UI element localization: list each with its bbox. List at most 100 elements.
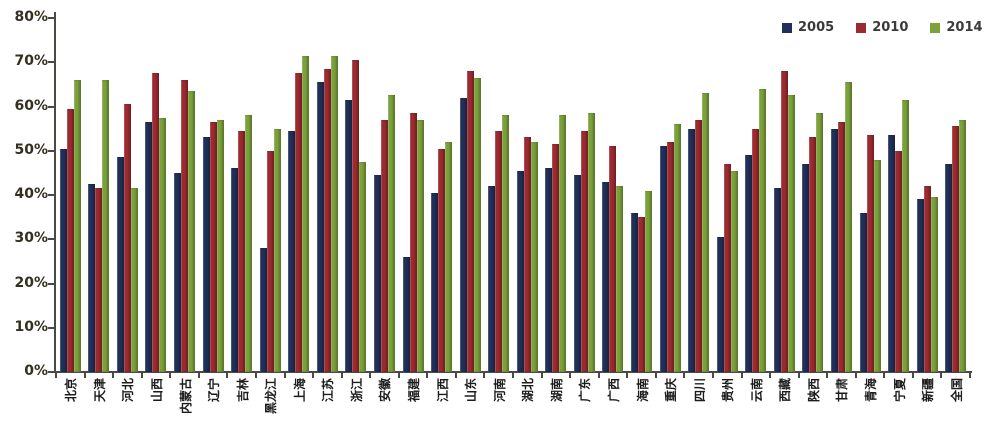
bar-2005 xyxy=(945,164,953,372)
x-axis-tick xyxy=(312,373,315,378)
bar-2010 xyxy=(923,186,931,372)
bar-2014 xyxy=(645,190,653,372)
bar-group xyxy=(570,18,599,372)
bar-group xyxy=(599,18,628,372)
bar-group xyxy=(656,18,685,372)
x-axis-label: 北京 xyxy=(64,378,79,403)
x-axis-label: 四川 xyxy=(692,378,707,403)
bar-2014 xyxy=(816,113,824,372)
x-axis-label: 江苏 xyxy=(321,378,336,403)
bar-group xyxy=(142,18,171,372)
bar-group xyxy=(770,18,799,372)
bar-2010 xyxy=(809,137,817,372)
bar-group xyxy=(884,18,913,372)
bar-group xyxy=(285,18,314,372)
x-axis-tick xyxy=(826,373,829,378)
x-axis-category: 湖南 xyxy=(542,378,571,424)
x-axis-category: 山西 xyxy=(142,378,171,424)
bar-2014 xyxy=(759,88,767,372)
bar-2014 xyxy=(559,115,567,372)
x-axis-category: 福建 xyxy=(399,378,428,424)
bar-2014 xyxy=(102,79,110,372)
x-axis-label: 内蒙古 xyxy=(178,378,193,415)
x-axis-tick xyxy=(740,373,743,378)
x-axis-tick xyxy=(540,373,543,378)
x-axis-tick xyxy=(197,373,200,378)
x-axis-label: 河南 xyxy=(492,378,507,403)
bar-group xyxy=(941,18,970,372)
x-axis-label: 广西 xyxy=(606,378,621,403)
x-axis-tick xyxy=(283,373,286,378)
x-axis-label: 贵州 xyxy=(721,378,736,403)
bar-2005 xyxy=(59,148,67,372)
bar-2010 xyxy=(837,122,845,372)
bar-2005 xyxy=(888,135,896,372)
legend-swatch-2014 xyxy=(930,22,941,33)
x-axis-category: 辽宁 xyxy=(199,378,228,424)
bar-2005 xyxy=(916,199,924,372)
bar-2005 xyxy=(859,212,867,372)
bar-2005 xyxy=(688,128,696,372)
bar-2005 xyxy=(773,188,781,372)
x-axis-category: 贵州 xyxy=(713,378,742,424)
bar-group xyxy=(799,18,828,372)
bar-group xyxy=(342,18,371,372)
bar-2010 xyxy=(209,122,217,372)
x-axis-label: 辽宁 xyxy=(207,378,222,403)
bar-2005 xyxy=(145,122,153,372)
bar-2005 xyxy=(488,186,496,372)
x-axis-labels: 北京 天津 河北 山西 内蒙古 辽宁 吉林 黑龙江 上海 江苏 浙江 安徽 福建 江西 山东 河南 湖北 湖南 广东… xyxy=(56,378,970,424)
y-axis-tick xyxy=(48,17,54,19)
bar-group xyxy=(313,18,342,372)
y-axis-label: 20% xyxy=(14,274,48,291)
x-axis-category: 湖北 xyxy=(513,378,542,424)
bar-2014 xyxy=(873,159,881,372)
x-axis-category: 广西 xyxy=(599,378,628,424)
y-axis-tick xyxy=(48,371,54,373)
bar-2010 xyxy=(552,144,560,372)
bar-2005 xyxy=(802,164,810,372)
legend-item-2005: 2005 xyxy=(782,20,834,35)
bar-group xyxy=(456,18,485,372)
x-axis-category: 四川 xyxy=(684,378,713,424)
bar-2005 xyxy=(830,128,838,372)
bar-2010 xyxy=(495,130,503,372)
bar-2010 xyxy=(295,73,303,372)
x-axis-tick xyxy=(711,373,714,378)
x-axis-category: 黑龙江 xyxy=(256,378,285,424)
bar-2010 xyxy=(95,188,103,372)
bar-group xyxy=(256,18,285,372)
x-axis-tick xyxy=(969,373,971,378)
x-axis-category: 河北 xyxy=(113,378,142,424)
x-axis-line xyxy=(50,371,972,373)
x-axis-tick xyxy=(254,373,257,378)
legend-swatch-2005 xyxy=(782,22,792,33)
bar-2014 xyxy=(359,161,367,372)
bar-2014 xyxy=(502,115,510,372)
x-axis-label: 全国 xyxy=(949,378,964,403)
y-axis-label: 40% xyxy=(14,186,48,202)
y-axis-tick xyxy=(48,105,54,108)
legend-label: 2014 xyxy=(946,20,983,35)
x-axis-label: 福建 xyxy=(407,378,422,403)
x-axis-tick xyxy=(883,373,886,378)
x-axis-label: 重庆 xyxy=(664,378,679,403)
x-axis-category: 上海 xyxy=(285,378,314,424)
bar-2014 xyxy=(188,91,196,372)
x-axis-tick xyxy=(797,373,800,378)
x-axis-label: 新疆 xyxy=(921,378,936,403)
bar-2014 xyxy=(587,113,595,372)
x-axis-label: 天津 xyxy=(92,378,107,403)
bar-2014 xyxy=(530,141,538,372)
bar-2014 xyxy=(902,99,910,372)
legend-swatch-2010 xyxy=(856,22,867,33)
bar-2014 xyxy=(416,119,424,372)
bar-group xyxy=(827,18,856,372)
bar-2010 xyxy=(181,79,189,372)
x-axis-category: 吉林 xyxy=(227,378,256,424)
y-axis-tick xyxy=(48,149,54,152)
bar-2014 xyxy=(844,82,852,372)
bar-group xyxy=(170,18,199,372)
bar-2014 xyxy=(473,77,481,372)
